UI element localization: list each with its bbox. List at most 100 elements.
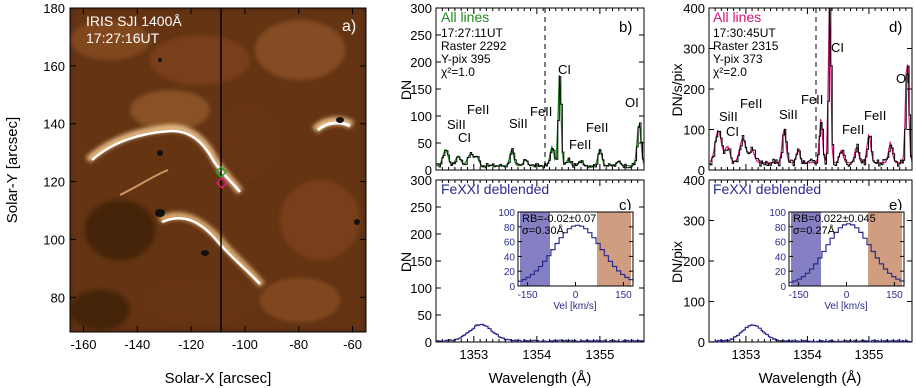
panel-a-ytick: 80 <box>51 290 65 305</box>
axE-ytick: 400 <box>683 173 705 188</box>
panel-b-legend: All lines <box>441 9 489 25</box>
panel-e-inset-ytick: 40 <box>775 252 787 263</box>
panel-b-label: b) <box>619 19 632 36</box>
panel-a-title-1: IRIS SJI 1400Å <box>86 13 182 29</box>
panel-b-line-OI: OI <box>625 95 639 110</box>
axD-ytick: 200 <box>683 82 705 97</box>
axE-ytick: 300 <box>683 214 705 229</box>
panel-c-spectrum <box>436 323 645 343</box>
axB-ytick: 100 <box>410 109 432 124</box>
axD-ytick: 300 <box>683 42 705 57</box>
panel-b-line-FeII-2: FeII <box>530 104 552 119</box>
panel-a-xtick: -160 <box>70 337 96 352</box>
panel-d-info-2: Raster 2315 <box>713 39 779 53</box>
panel-e-inset-xtick: 0 <box>844 290 850 301</box>
panel-c-ylabel: DN <box>398 252 414 272</box>
panel-d-line-CI-2: CI <box>726 124 739 139</box>
panel-d-axes: 0 100 200 300 400 <box>683 1 912 178</box>
panel-a-ytick: 100 <box>43 232 65 247</box>
panel-e-xlabel: Wavelength (Å) <box>759 370 862 387</box>
axB-ytick: 0 <box>425 163 432 178</box>
panel-c-inset-ytick: 0 <box>509 282 515 293</box>
panel-c-label: c) <box>619 197 632 214</box>
panel-e-inset-rb: RB=0.022±0.045 <box>793 213 876 225</box>
panel-c-inset-ytick: 100 <box>498 208 515 219</box>
panel-c-inset-ytick: 20 <box>504 267 516 278</box>
panel-d-line-OI: OI <box>896 71 910 86</box>
panel-d-info-1: 17:30:45UT <box>713 26 776 40</box>
panel-a-label: a) <box>342 18 356 35</box>
panel-d-info-4: χ²=2.0 <box>713 65 747 79</box>
panel-e-inset-ytick: 20 <box>775 267 787 278</box>
axE-xtick: 1353 <box>731 347 760 362</box>
panel-d-info-3: Y-pix 373 <box>713 52 763 66</box>
panel-e-spectrum <box>709 324 913 343</box>
panel-b-info-2: Raster 2292 <box>441 39 507 53</box>
panel-d-line-FeII-2: FeII <box>801 92 823 107</box>
green-diamond-marker <box>214 165 228 179</box>
panel-c-inset-ytick: 80 <box>504 223 516 234</box>
axB-ytick: 150 <box>410 82 432 97</box>
panel-d-legend: All lines <box>713 9 761 25</box>
panel-e-ylabel: DN/pix <box>669 241 685 283</box>
axC-xtick: 1355 <box>585 347 614 362</box>
axC-ytick: 0 <box>425 335 432 350</box>
panel-e-inset-xlabel: Vel [km/s] <box>824 301 868 312</box>
axD-ytick: 100 <box>683 123 705 138</box>
panel-c-inset-xtick: -150 <box>518 290 538 301</box>
axE-xtick: 1354 <box>793 347 822 362</box>
panel-a-xlabel: Solar-X [arcsec] <box>165 370 272 387</box>
panel-d-line-SiII-1: SiII <box>719 109 738 124</box>
axE-ytick: 200 <box>683 254 705 269</box>
panel-d-ylabel: DN/s/pix <box>669 64 685 117</box>
panel-a-ytick: 160 <box>43 59 65 74</box>
panel-b-line-SiII-1: SiII <box>447 117 466 132</box>
panel-c-inset-xtick: 0 <box>573 290 579 301</box>
axD-ytick: 400 <box>683 1 705 16</box>
panel-e-inset-sigma: σ=0.27Å <box>793 224 836 237</box>
panel-c-xlabel: Wavelength (Å) <box>489 370 592 387</box>
panel-e-inset-ytick: 80 <box>775 223 787 234</box>
panel-a-ytick: 180 <box>43 1 65 16</box>
panel-d-line-FeII-1: FeII <box>740 96 762 111</box>
panel-b-ylabel: DN <box>398 80 414 100</box>
panel-a-xtick: -60 <box>343 337 362 352</box>
axC-ytick: 50 <box>418 308 432 323</box>
axC-ytick: 250 <box>410 200 432 215</box>
panel-a-xtick: -100 <box>232 337 258 352</box>
axB-ytick: 300 <box>410 1 432 16</box>
panel-c-inset-xtick: 150 <box>615 290 632 301</box>
panel-b-spectrum <box>436 76 645 169</box>
panel-c-legend: FeXXI deblended <box>441 181 549 197</box>
panel-c-inset-sigma: σ=0.30Å <box>522 224 565 237</box>
panel-b-line-CI-main: CI <box>558 62 571 77</box>
panel-e-label: e) <box>889 197 902 214</box>
panel-b-line-FeII-4: FeII <box>569 137 591 152</box>
panel-c-inset-ytick: 40 <box>504 252 516 263</box>
panel-a-title-2: 17:27:16UT <box>86 30 160 46</box>
sji-image <box>70 8 366 332</box>
axB-ytick: 200 <box>410 55 432 70</box>
panel-b-info-3: Y-pix 395 <box>441 52 491 66</box>
axE-xtick: 1355 <box>854 347 883 362</box>
panel-d-line-FeII-3: FeII <box>842 122 864 137</box>
axB-ytick: 250 <box>410 28 432 43</box>
panel-b-fit-curve <box>435 75 645 167</box>
panel-b-line-SiII-2: SiII <box>509 116 528 131</box>
panel-a-ytick: 140 <box>43 117 65 132</box>
axC-xtick: 1354 <box>522 347 551 362</box>
panel-d-label: d) <box>889 19 902 36</box>
axC-xtick: 1353 <box>459 347 488 362</box>
magenta-diamond-marker <box>215 176 229 190</box>
panel-b-line-FeII-3: FeII <box>586 120 608 135</box>
axC-ytick: 150 <box>410 254 432 269</box>
panel-b-axes: 0 50 100 150 200 250 300 <box>410 1 644 178</box>
axE-ytick: 0 <box>698 335 705 350</box>
